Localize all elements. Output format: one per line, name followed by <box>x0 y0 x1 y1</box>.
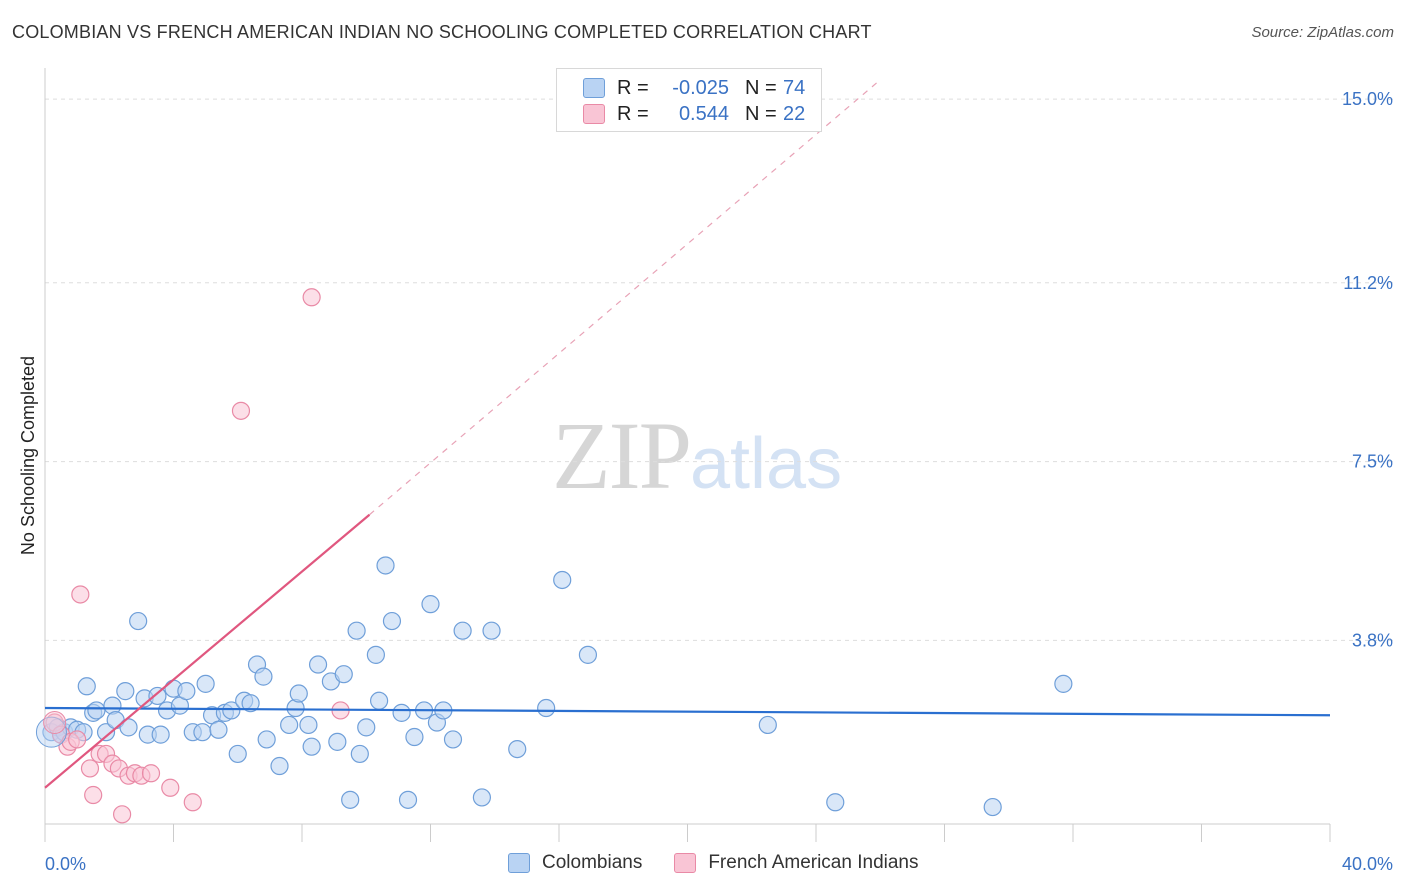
colombian-point <box>254 667 273 686</box>
colombian-point <box>382 611 402 631</box>
legend-r-label: R = <box>617 102 649 125</box>
colombian-point <box>77 677 96 696</box>
colombian-point <box>257 730 276 749</box>
legend-n-label: N = <box>745 102 777 125</box>
colombian-point <box>148 686 167 706</box>
colombian-point <box>553 570 572 590</box>
french-american-indian-trend-line-extension <box>369 79 881 516</box>
colombian-point <box>443 730 463 749</box>
colombian-point <box>341 790 360 809</box>
colombian-point <box>222 701 241 720</box>
colombian-point <box>758 715 777 735</box>
watermark-zip: ZIP <box>552 402 692 509</box>
x-tick-label: 0.0% <box>45 854 86 874</box>
colombian-point <box>228 744 247 764</box>
french-american-indian-point <box>80 759 100 778</box>
series-legend-colombians[interactable]: Colombians <box>508 852 642 874</box>
french-american-indian-point <box>231 401 251 420</box>
french-american-indian-point <box>302 288 321 307</box>
watermark-atlas: atlas <box>690 424 843 504</box>
colombian-point <box>241 694 260 713</box>
colombian-point <box>280 715 299 735</box>
legend-r-value: -0.025 <box>672 76 729 99</box>
colombian-point <box>334 665 353 684</box>
colombian-point <box>302 737 321 756</box>
colombian-point <box>350 744 369 764</box>
legend-swatch-colombians <box>583 78 605 98</box>
legend-n-value: 22 <box>783 102 806 125</box>
colombian-point <box>299 715 318 735</box>
colombian-point <box>177 682 196 701</box>
colombian-point <box>405 727 424 747</box>
colombian-point <box>366 645 385 664</box>
colombian-point <box>376 556 395 575</box>
y-tick-label: 7.5% <box>1352 452 1393 472</box>
colombian-point <box>421 595 440 614</box>
x-tick-label: 40.0% <box>1342 854 1393 874</box>
series-legend: Colombians French American Indians <box>508 852 951 874</box>
y-axis-label: No Schooling Completed <box>18 356 38 555</box>
correlation-legend: R = -0.025 N = 74 R = 0.544 N = 22 <box>556 68 822 132</box>
colombian-point <box>482 621 501 640</box>
colombian-point <box>983 797 1002 817</box>
colombian-point <box>826 793 845 812</box>
watermark: ZIPatlas <box>552 400 842 511</box>
y-tick-label: 15.0% <box>1342 89 1393 109</box>
y-tick-label: 3.8% <box>1352 630 1393 650</box>
series-legend-french-american-indians[interactable]: French American Indians <box>674 852 919 874</box>
colombian-point <box>308 655 328 674</box>
french-american-indian-point <box>68 730 87 749</box>
legend-swatch-french-american-indians <box>583 104 605 124</box>
legend-r-value: 0.544 <box>678 102 729 125</box>
legend-row-french-american-indians: R = 0.544 N = 22 <box>583 101 805 127</box>
colombian-point <box>116 682 135 701</box>
colombian-point <box>151 725 170 744</box>
colombian-point <box>347 621 366 640</box>
series-label-french-american-indians: French American Indians <box>708 852 919 873</box>
colombian-point <box>370 691 389 710</box>
colombian-point <box>87 701 106 720</box>
colombian-point <box>289 684 308 703</box>
colombian-point <box>209 720 228 739</box>
french-american-indian-cluster-point <box>43 711 67 735</box>
colombian-point <box>270 756 289 776</box>
colombian-point <box>508 739 527 759</box>
colombian-point <box>96 723 116 742</box>
y-tick-label: 11.2% <box>1343 273 1393 293</box>
french-american-indian-point <box>84 785 103 805</box>
french-american-indian-point <box>71 585 90 604</box>
colombian-point <box>328 732 347 751</box>
colombian-point <box>537 698 556 718</box>
french-american-indian-point <box>183 793 202 812</box>
series-swatch-french-american-indians <box>674 853 697 873</box>
legend-n-label: N = <box>745 76 777 99</box>
colombian-point <box>398 790 418 809</box>
series-label-colombians: Colombians <box>542 852 643 873</box>
chart-title: COLOMBIAN VS FRENCH AMERICAN INDIAN NO S… <box>12 22 872 42</box>
colombian-point <box>1054 674 1073 693</box>
colombian-point <box>196 674 215 693</box>
colombian-point <box>578 645 598 664</box>
legend-row-colombians: R = -0.025 N = 74 <box>583 75 805 101</box>
colombian-trend-line <box>44 706 1331 717</box>
french-american-indian-point <box>141 764 161 783</box>
legend-r-label: R = <box>617 76 649 99</box>
legend-n-value: 74 <box>783 76 806 99</box>
colombian-point <box>472 788 491 807</box>
colombian-point <box>453 621 472 640</box>
french-american-indian-point <box>112 805 132 824</box>
colombian-point <box>129 611 148 631</box>
colombian-point <box>193 723 212 742</box>
series-swatch-colombians <box>508 853 530 873</box>
colombian-point <box>392 703 411 722</box>
source-label: Source: ZipAtlas.com <box>1251 24 1394 41</box>
colombian-point <box>357 718 376 737</box>
french-american-indian-point <box>161 778 180 797</box>
french-american-indian-trend-line <box>44 513 371 789</box>
